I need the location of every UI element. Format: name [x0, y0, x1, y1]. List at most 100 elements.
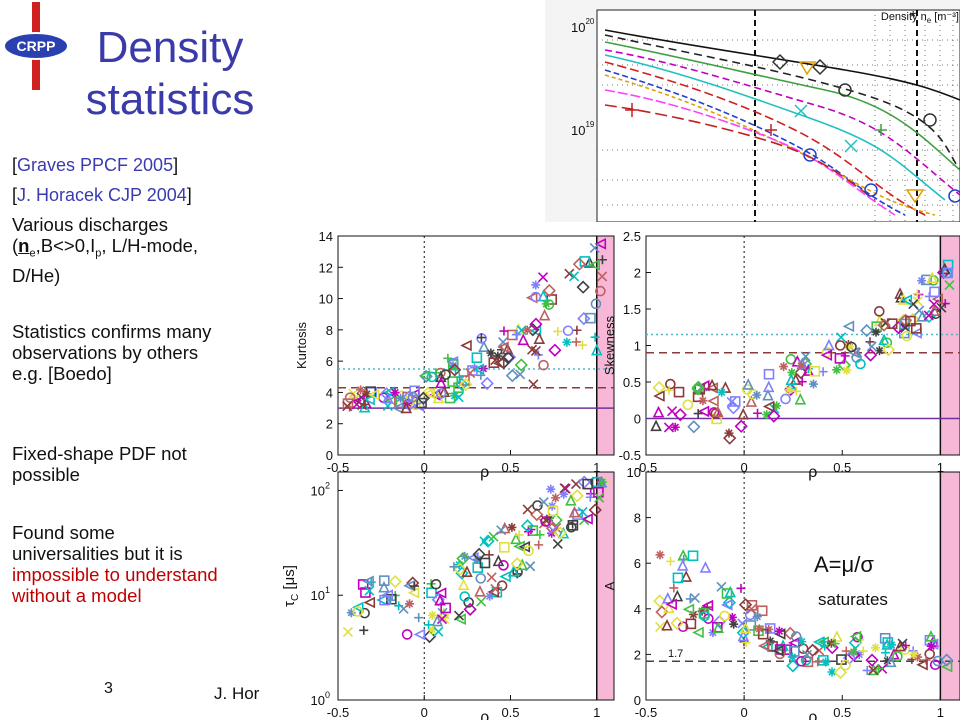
tau-c-data-point [540, 516, 551, 527]
kurtosis-data-point [362, 389, 372, 399]
skewness-data-point [653, 390, 665, 402]
kurtosis-ytick: 0 [326, 448, 333, 463]
skewness-data-point [912, 296, 923, 307]
amplitude-data-point [765, 636, 775, 646]
skewness-xtick: 1 [937, 460, 944, 475]
skewness-data-point [863, 348, 878, 362]
kurtosis-data-point [435, 376, 447, 389]
skewness-data-point [752, 390, 762, 400]
tau-c-data-point [522, 504, 533, 515]
amplitude-data-point [736, 583, 746, 593]
skewness-data-point [767, 409, 781, 423]
skewness-data-point [706, 378, 718, 391]
tau-c-data-point [567, 520, 579, 531]
kurtosis-data-point [517, 333, 530, 346]
amplitude-data-point [712, 621, 724, 633]
skewness-data-point [691, 382, 705, 396]
skewness-data-point [726, 396, 737, 408]
tau-c-data-point [359, 607, 370, 619]
tau-c-data-point [565, 493, 577, 506]
tau-c-data-point [479, 557, 491, 569]
skewness-ytick: 2 [634, 266, 641, 281]
reference-horacek-link[interactable]: J. Horacek CJP 2004 [17, 185, 187, 205]
kurtosis-ytick: 8 [326, 323, 333, 338]
tau-c-data-point [405, 599, 415, 609]
amplitude-data-point [720, 599, 733, 611]
kurtosis-data-point [511, 330, 521, 340]
amplitude-data-point [783, 626, 797, 640]
skewness-data-point [670, 422, 680, 432]
density-tick-1e20: 1020 [571, 17, 595, 35]
kurtosis-data-point [486, 348, 496, 358]
kurtosis-data-point [342, 398, 354, 409]
kurtosis-data-point [367, 388, 380, 401]
amplitude-data-point [849, 647, 859, 657]
skewness-data-point [784, 385, 794, 395]
kurtosis-data-point [594, 238, 607, 250]
tau-c-xtick: 0 [421, 705, 428, 720]
tau-c-data-point [378, 580, 390, 593]
amplitude-ytick: 4 [634, 602, 641, 617]
amplitude-data-point [665, 598, 677, 611]
tau-c-data-point [386, 593, 397, 605]
tau-c-data-point [547, 505, 559, 517]
skewness-data-point [800, 351, 811, 362]
kurtosis-xtick: 0.5 [501, 460, 519, 475]
skewness-ytick: 0 [634, 412, 641, 427]
skewness-xtick: -0.5 [635, 460, 657, 475]
kurtosis-data-point [379, 387, 394, 401]
kurtosis-data-point [583, 256, 596, 268]
skewness-data-point [742, 378, 755, 390]
skewness-data-point [832, 365, 842, 375]
amplitude-data-point [738, 598, 753, 612]
crpp-logo: CRPP [3, 2, 69, 90]
kurtosis-data-point [542, 283, 556, 298]
amplitude-data-point [868, 665, 879, 676]
tau-c-data-point [534, 540, 544, 550]
tau-c-data-point [559, 489, 569, 499]
tau-c-data-point [424, 620, 434, 630]
amplitude-data-point [724, 585, 737, 598]
skewness-data-point [846, 341, 857, 353]
kurtosis-data-point [440, 369, 451, 380]
amplitude-data-point [685, 618, 697, 630]
skewness-data-point [762, 410, 772, 420]
kurtosis-data-point [590, 343, 603, 356]
skewness-data-point [873, 306, 885, 317]
amplitude-data-point [913, 652, 923, 662]
kurtosis-data-point [402, 390, 416, 404]
tau-c-data-point [476, 596, 487, 607]
asterisk-mark: * [910, 9, 916, 26]
skewness-data-point [794, 365, 808, 380]
kurtosis-data-point [577, 340, 587, 350]
tau-c-data-point [532, 500, 543, 511]
tau-c-data-point [352, 606, 364, 617]
kurtosis-data-point [529, 317, 543, 331]
paragraph-statistics: Statistics confirms many observations by … [12, 321, 212, 384]
reference-graves-link[interactable]: Graves PPCF 2005 [17, 155, 174, 175]
kurtosis-data-point [590, 332, 600, 342]
skewness-data-point [894, 287, 906, 299]
amplitude-data-point [774, 648, 786, 660]
kurtosis-data-point [492, 357, 505, 370]
amplitude-data-point [653, 594, 667, 608]
kurtosis-data-point [579, 256, 591, 267]
density-profiles [604, 29, 960, 216]
skewness-data-point [855, 358, 866, 370]
tau-c-ylabel: τC [μs] [282, 565, 301, 607]
skewness-data-point [763, 368, 775, 380]
skewness-data-point [900, 294, 913, 306]
amplitude-data-point [833, 665, 848, 680]
kurtosis-ytick: 6 [326, 354, 333, 369]
skewness-data-point [842, 365, 852, 375]
tau-c-data-point [475, 573, 487, 584]
amplitude-data-point [701, 599, 714, 612]
skewness-data-point [928, 304, 940, 316]
skewness-data-point [734, 419, 748, 433]
tau-c-data-point [362, 575, 374, 588]
skewness-data-point [663, 422, 675, 433]
skewness-data-point [910, 323, 922, 334]
tau-c-data-point [427, 625, 437, 635]
kurtosis-data-point [342, 401, 353, 412]
